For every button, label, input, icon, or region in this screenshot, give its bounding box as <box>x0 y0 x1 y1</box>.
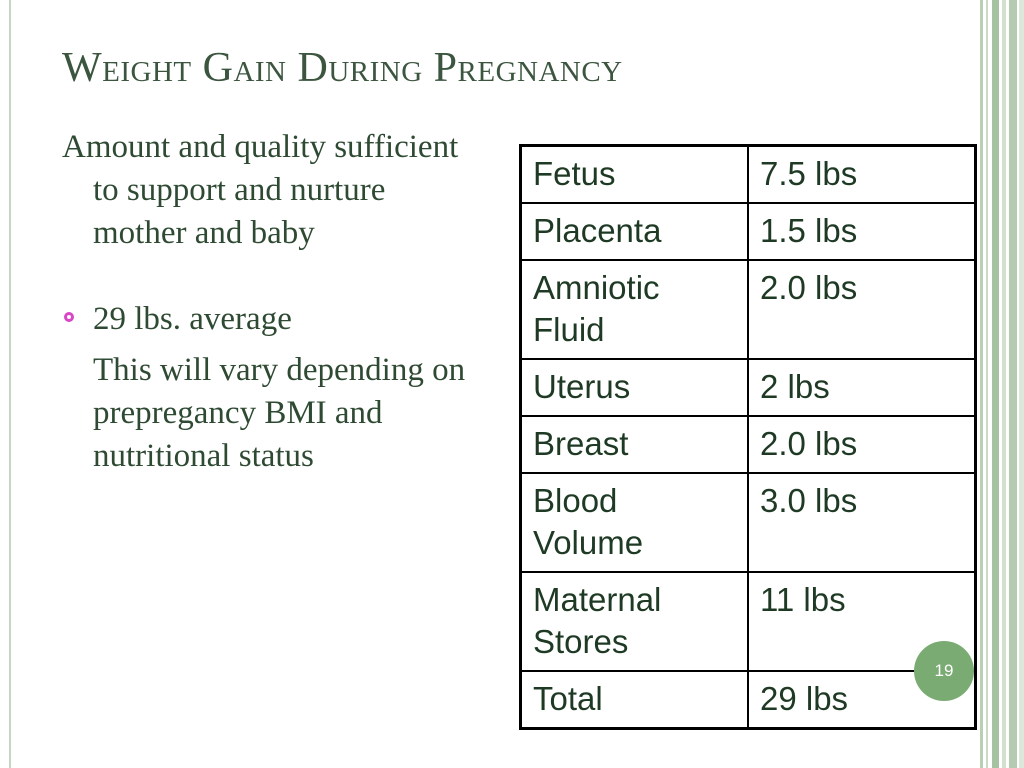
slide-body: Amount and quality sufficient to support… <box>62 126 482 478</box>
stripe <box>1002 0 1006 768</box>
table-row: Fetus 7.5 lbs <box>519 144 977 204</box>
right-decorative-stripes <box>980 0 1024 768</box>
table-cell-item: Maternal Stores <box>519 571 749 672</box>
table-row: Uterus 2 lbs <box>519 358 977 417</box>
page-number-badge: 19 <box>914 641 974 701</box>
bullet-subtext: This will vary depending on prepregancy … <box>93 352 466 474</box>
table-cell-amount: 2.0 lbs <box>747 259 977 360</box>
intro-paragraph: Amount and quality sufficient to support… <box>62 129 459 251</box>
page-number: 19 <box>934 661 954 680</box>
table-row: Total 29 lbs <box>519 670 977 730</box>
stripe <box>980 0 983 768</box>
table-cell-amount: 2 lbs <box>747 358 977 417</box>
table-cell-item: Uterus <box>519 358 749 417</box>
table-cell-item: Total <box>519 670 749 730</box>
left-border-line <box>9 0 11 768</box>
table-row: Amniotic Fluid 2.0 lbs <box>519 259 977 360</box>
stripe <box>1019 0 1024 768</box>
table-row: Maternal Stores 11 lbs <box>519 571 977 672</box>
table-cell-item: Breast <box>519 415 749 474</box>
table-cell-item: Fetus <box>519 144 749 204</box>
weight-breakdown-table: Fetus 7.5 lbs Placenta 1.5 lbs Amniotic … <box>519 144 977 730</box>
bullet-item: 29 lbs. average <box>62 298 482 341</box>
hollow-circle-bullet-icon <box>64 312 74 322</box>
table-cell-item: Amniotic Fluid <box>519 259 749 360</box>
table-row: Placenta 1.5 lbs <box>519 202 977 261</box>
table-cell-item: Blood Volume <box>519 472 749 573</box>
table-cell-item: Placenta <box>519 202 749 261</box>
stripe <box>986 0 988 768</box>
table-cell-amount: 1.5 lbs <box>747 202 977 261</box>
table-cell-amount: 3.0 lbs <box>747 472 977 573</box>
slide-title: Weight Gain During Pregnancy <box>62 45 623 91</box>
bullet-text: 29 lbs. average <box>93 301 292 337</box>
table-cell-amount: 2.0 lbs <box>747 415 977 474</box>
table-row: Blood Volume 3.0 lbs <box>519 472 977 573</box>
stripe <box>992 0 999 768</box>
table-cell-amount: 7.5 lbs <box>747 144 977 204</box>
stripe <box>1009 0 1017 768</box>
table-row: Breast 2.0 lbs <box>519 415 977 474</box>
